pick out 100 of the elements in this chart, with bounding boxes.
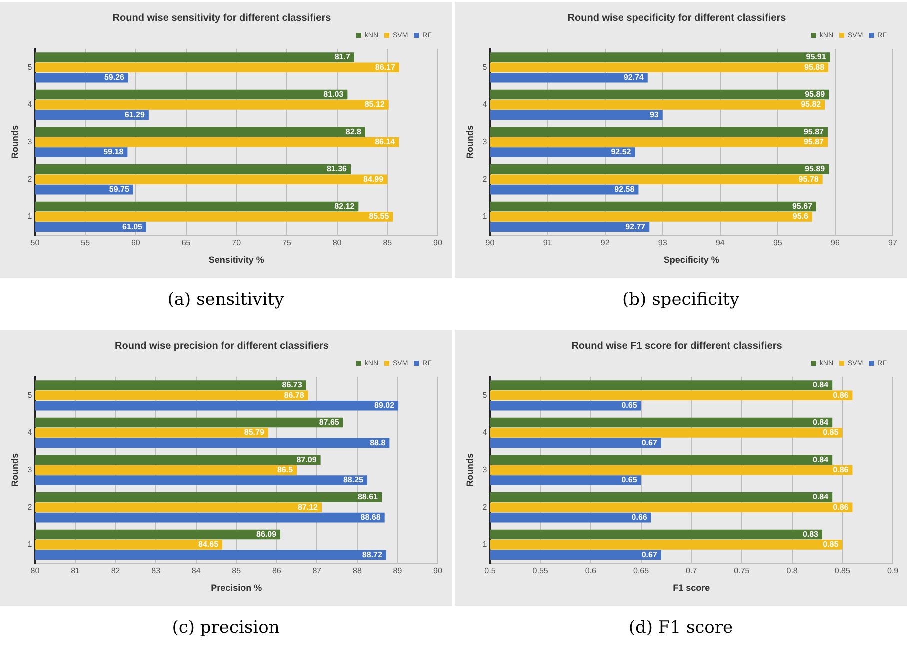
x-tick-label: 85 bbox=[383, 238, 393, 248]
data-label: 93 bbox=[650, 110, 660, 120]
data-label: 88.72 bbox=[362, 550, 383, 560]
y-tick-label: 4 bbox=[482, 428, 488, 438]
x-tick-label: 0.9 bbox=[887, 566, 900, 576]
data-label: 0.83 bbox=[802, 530, 820, 539]
x-tick-label: 82 bbox=[111, 566, 121, 576]
data-label: 86.09 bbox=[256, 530, 278, 539]
x-tick-label: 96 bbox=[831, 238, 840, 248]
x-tick-label: 92 bbox=[600, 238, 610, 248]
data-label: 88.25 bbox=[343, 476, 364, 485]
data-label: 86.17 bbox=[375, 62, 396, 72]
x-tick-label: 0.5 bbox=[484, 566, 496, 576]
x-tick-label: 94 bbox=[716, 238, 726, 248]
data-label: 95.87 bbox=[804, 138, 825, 147]
data-label: 85.12 bbox=[364, 100, 386, 110]
x-tick-label: 90 bbox=[434, 238, 443, 248]
y-tick-label: 5 bbox=[482, 62, 488, 72]
data-label: 86.14 bbox=[375, 138, 396, 147]
data-label: 81.03 bbox=[324, 90, 344, 99]
data-label: 86.78 bbox=[284, 390, 305, 400]
data-label: 81.7 bbox=[334, 52, 351, 62]
x-tick-label: 60 bbox=[131, 238, 141, 248]
y-axis-title: Rounds bbox=[464, 126, 475, 160]
x-tick-label: 55 bbox=[81, 238, 91, 248]
y-tick-label: 1 bbox=[28, 212, 33, 222]
x-tick-label: 0.65 bbox=[633, 566, 650, 576]
x-tick-label: 86 bbox=[272, 566, 282, 576]
text: (c) precision bbox=[171, 618, 281, 640]
x-tick-label: 81 bbox=[71, 566, 81, 576]
data-label: 86.73 bbox=[282, 380, 303, 390]
x-tick-label: 0.55 bbox=[532, 566, 549, 576]
chart-title: Round wise precision for different classifiers bbox=[115, 340, 330, 352]
data-label: 59.18 bbox=[104, 148, 124, 157]
x-tick-label: 0.8 bbox=[786, 566, 798, 576]
data-label: 86.5 bbox=[277, 466, 294, 475]
data-label: 95.6 bbox=[792, 212, 809, 222]
data-label: 61.29 bbox=[124, 110, 146, 120]
x-tick-label: 93 bbox=[658, 238, 668, 248]
data-label: 0.85 bbox=[823, 540, 840, 550]
data-label: 82.8 bbox=[346, 127, 362, 136]
data-label: 0.67 bbox=[642, 550, 658, 560]
y-tick-label: 3 bbox=[28, 466, 33, 475]
y-tick-label: 3 bbox=[28, 138, 33, 147]
data-label: 59.26 bbox=[104, 73, 126, 82]
data-label: 92.74 bbox=[624, 73, 644, 82]
y-tick-label: 4 bbox=[28, 100, 33, 110]
data-label: 0.65 bbox=[622, 401, 638, 410]
x-tick-label: 95 bbox=[773, 238, 783, 248]
data-label: 0.84 bbox=[813, 455, 830, 464]
x-axis-title: F1 score bbox=[673, 583, 710, 594]
y-tick-label: 3 bbox=[482, 138, 488, 147]
data-label: 81.36 bbox=[326, 164, 348, 174]
x-tick-label: 50 bbox=[30, 238, 40, 248]
data-label: 87.12 bbox=[298, 502, 319, 512]
x-tick-label: 75 bbox=[282, 238, 292, 248]
chart-title: Round wise sensitivity for different classifiers bbox=[112, 12, 332, 24]
data-label: 95.91 bbox=[806, 52, 827, 62]
data-label: 0.86 bbox=[833, 502, 850, 512]
chart-title: Round wise F1 score for different classifiers bbox=[572, 340, 783, 352]
data-label: 95.78 bbox=[798, 174, 820, 184]
data-label: 0.67 bbox=[642, 438, 658, 448]
x-tick-label: 84 bbox=[192, 566, 202, 576]
x-tick-label: 88 bbox=[352, 566, 362, 576]
data-label: 88.61 bbox=[358, 492, 379, 502]
data-label: 95.67 bbox=[792, 202, 814, 211]
x-tick-label: 90 bbox=[434, 566, 443, 576]
x-tick-label: 0.75 bbox=[734, 566, 750, 576]
x-tick-label: 80 bbox=[332, 238, 342, 248]
data-label: 92.77 bbox=[626, 222, 646, 232]
data-label: 87.09 bbox=[296, 455, 318, 464]
data-label: 95.89 bbox=[805, 164, 826, 174]
x-tick-label: 91 bbox=[543, 238, 553, 248]
data-label: 0.84 bbox=[813, 380, 830, 390]
x-tick-label: 0.85 bbox=[834, 566, 851, 576]
x-tick-label: 0.7 bbox=[686, 566, 698, 576]
data-label: 95.82 bbox=[801, 100, 822, 110]
data-label: 0.66 bbox=[632, 513, 648, 522]
y-tick-label: 2 bbox=[28, 174, 33, 184]
data-label: 95.88 bbox=[804, 62, 826, 72]
y-axis-title: Rounds bbox=[10, 126, 20, 160]
y-tick-label: 5 bbox=[482, 390, 488, 400]
x-tick-label: 70 bbox=[232, 238, 242, 248]
data-label: 0.86 bbox=[833, 390, 850, 400]
y-tick-label: 3 bbox=[482, 466, 488, 475]
data-label: 85.79 bbox=[244, 428, 265, 438]
data-label: 84.99 bbox=[364, 174, 384, 184]
y-tick-label: 5 bbox=[28, 390, 33, 400]
x-tick-label: 97 bbox=[888, 238, 898, 248]
y-tick-label: 2 bbox=[482, 502, 488, 512]
text: (d) F1 score bbox=[628, 618, 734, 640]
x-tick-label: 80 bbox=[30, 566, 40, 576]
x-tick-label: 65 bbox=[182, 238, 192, 248]
y-tick-label: 5 bbox=[28, 62, 33, 72]
data-label: 0.84 bbox=[813, 492, 830, 502]
x-axis-title: Specificity % bbox=[664, 255, 720, 266]
x-tick-label: 87 bbox=[312, 566, 322, 576]
data-label: 95.87 bbox=[804, 127, 825, 136]
x-tick-label: 85 bbox=[232, 566, 242, 576]
y-axis-title: Rounds bbox=[464, 454, 475, 488]
